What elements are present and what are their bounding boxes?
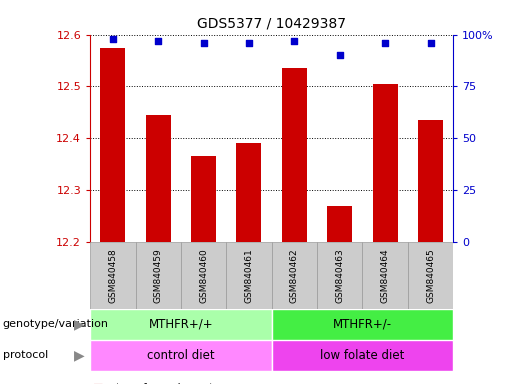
- Bar: [317, 242, 363, 309]
- Text: ▶: ▶: [74, 348, 85, 362]
- Bar: [327, 206, 352, 242]
- Point: [426, 40, 435, 46]
- Bar: [90, 340, 272, 371]
- Text: GSM840459: GSM840459: [153, 248, 163, 303]
- Text: control diet: control diet: [147, 349, 215, 362]
- Point: [336, 52, 344, 58]
- Bar: [282, 68, 307, 242]
- Bar: [226, 242, 272, 309]
- Text: GSM840463: GSM840463: [335, 248, 344, 303]
- Bar: [272, 340, 453, 371]
- Text: low folate diet: low folate diet: [320, 349, 405, 362]
- Text: ■: ■: [93, 383, 103, 384]
- Point: [290, 38, 299, 44]
- Point: [109, 36, 117, 42]
- Text: protocol: protocol: [3, 350, 48, 360]
- Point: [154, 38, 162, 44]
- Text: GSM840465: GSM840465: [426, 248, 435, 303]
- Text: GSM840464: GSM840464: [381, 248, 390, 303]
- Bar: [100, 48, 125, 242]
- Text: GSM840462: GSM840462: [290, 248, 299, 303]
- Bar: [272, 309, 453, 340]
- Bar: [90, 309, 272, 340]
- Text: transformed count: transformed count: [116, 383, 213, 384]
- Text: ▶: ▶: [74, 318, 85, 331]
- Bar: [418, 120, 443, 242]
- Bar: [236, 144, 262, 242]
- Text: GSM840458: GSM840458: [108, 248, 117, 303]
- Bar: [146, 115, 170, 242]
- Bar: [373, 84, 398, 242]
- Bar: [135, 242, 181, 309]
- Bar: [90, 242, 135, 309]
- Point: [245, 40, 253, 46]
- Bar: [363, 242, 408, 309]
- Bar: [272, 242, 317, 309]
- Text: GSM840461: GSM840461: [245, 248, 253, 303]
- Text: MTHFR+/+: MTHFR+/+: [149, 318, 213, 331]
- Point: [199, 40, 208, 46]
- Bar: [181, 242, 226, 309]
- Point: [381, 40, 389, 46]
- Title: GDS5377 / 10429387: GDS5377 / 10429387: [197, 17, 346, 31]
- Bar: [408, 242, 453, 309]
- Bar: [191, 156, 216, 242]
- Text: genotype/variation: genotype/variation: [3, 319, 109, 329]
- Text: GSM840460: GSM840460: [199, 248, 208, 303]
- Text: MTHFR+/-: MTHFR+/-: [333, 318, 392, 331]
